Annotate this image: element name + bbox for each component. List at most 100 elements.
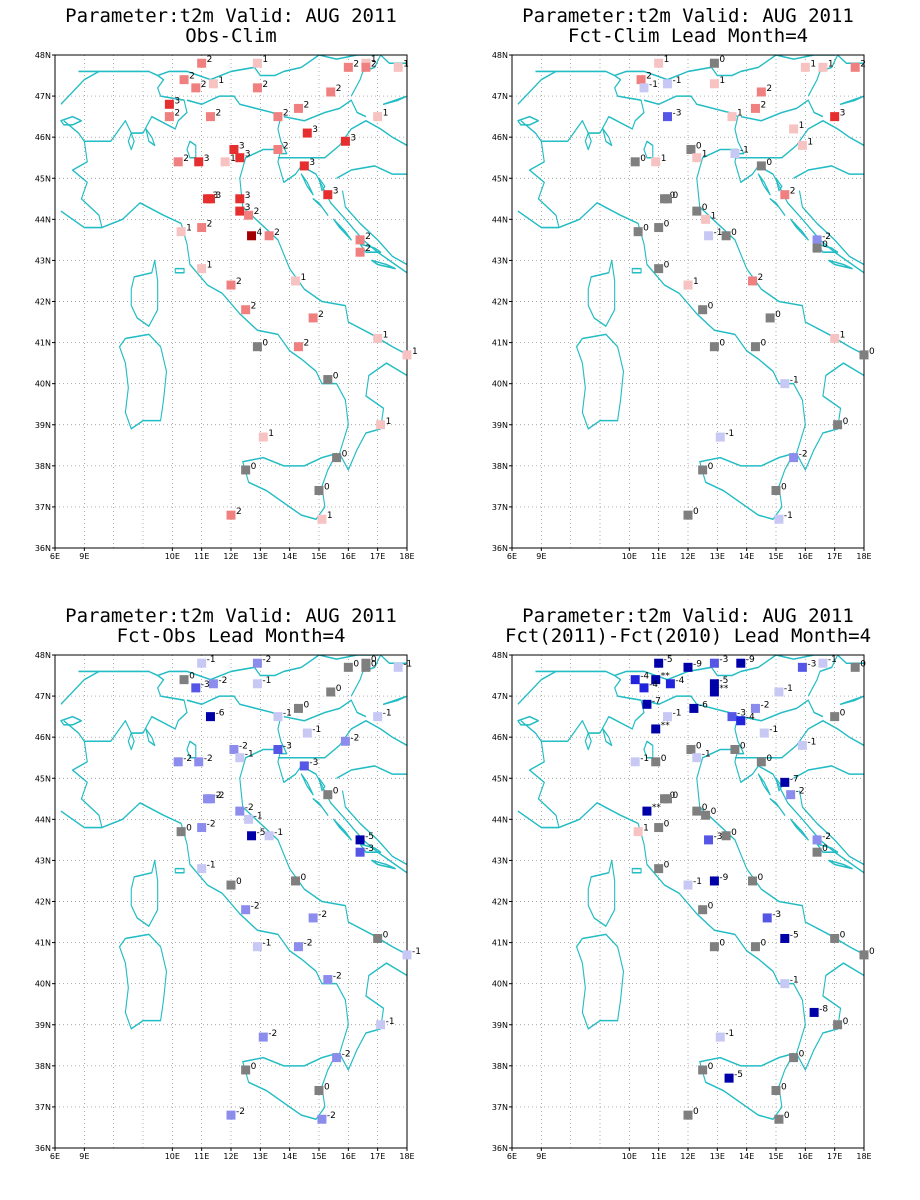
station-marker: 1 — [252, 55, 268, 68]
x-tick-label: 6E — [50, 552, 60, 561]
station-square — [343, 662, 353, 672]
station-marker: 0 — [662, 191, 678, 204]
station-square — [721, 231, 731, 241]
y-tick-label: 46N — [492, 133, 508, 142]
station-value: 2 — [207, 220, 213, 230]
station-value: -7 — [790, 774, 799, 784]
station-marker: 3 — [340, 133, 356, 146]
station-value: 1 — [799, 121, 805, 131]
station-value: 0 — [719, 939, 725, 949]
station-square — [859, 350, 869, 360]
station-value: -7 — [652, 696, 661, 706]
station-marker: 0 — [326, 684, 342, 697]
station-square — [830, 712, 840, 722]
station-value: -1 — [274, 828, 283, 838]
station-value: 0 — [336, 684, 342, 694]
station-square — [293, 703, 303, 713]
station-marker: 0 — [721, 828, 737, 841]
station-value: -1 — [403, 659, 412, 669]
y-tick-label: 47N — [35, 92, 51, 101]
station-marker: 0 — [241, 1062, 257, 1075]
station-marker: -5 — [709, 676, 728, 689]
station-value: 3 — [840, 109, 846, 119]
station-square — [247, 231, 257, 241]
station-square — [780, 979, 790, 989]
x-tick-label: 12E — [680, 552, 695, 561]
station-value: 1 — [810, 59, 816, 69]
station-square — [630, 757, 640, 767]
station-marker: 1 — [402, 347, 418, 360]
station-value: 2 — [760, 100, 766, 110]
y-tick-label: 44N — [35, 215, 51, 224]
station-value: 3 — [245, 191, 251, 201]
gridlines — [55, 55, 407, 548]
station-square — [258, 432, 268, 442]
station-value: 2 — [758, 273, 764, 283]
station-value: 0 — [719, 339, 725, 349]
station-marker: 2 — [191, 80, 207, 93]
station-square — [771, 485, 781, 495]
station-square — [205, 112, 215, 122]
station-value: -6 — [215, 709, 224, 719]
station-square — [197, 864, 207, 874]
station-square — [402, 350, 412, 360]
station-marker: -2 — [789, 450, 808, 463]
station-value: -2 — [215, 791, 224, 801]
station-square — [721, 831, 731, 841]
station-value: 2 — [174, 109, 180, 119]
station-value: 2 — [336, 84, 342, 94]
station-square — [308, 313, 318, 323]
station-marker: 0 — [314, 1082, 330, 1095]
station-marker: -4 — [665, 676, 685, 689]
y-tick-label: 46N — [492, 733, 508, 742]
station-marker: 0 — [833, 1017, 849, 1030]
station-square — [812, 243, 822, 253]
station-square — [326, 87, 336, 97]
station-square — [355, 847, 365, 857]
station-square — [235, 194, 245, 204]
x-tick-label: 14E — [282, 1152, 297, 1161]
station-value: 0 — [670, 791, 676, 801]
station-marker: 0 — [830, 930, 846, 943]
station-value: 0 — [189, 672, 195, 682]
station-value: 3 — [213, 191, 219, 201]
station-marker: 0 — [662, 791, 678, 804]
station-value: 0 — [324, 482, 330, 492]
station-square — [797, 740, 807, 750]
station-value: -8 — [819, 1004, 828, 1014]
station-value: 0 — [784, 1111, 790, 1121]
station-marker: 2 — [173, 154, 189, 167]
station-value: 1 — [840, 330, 846, 340]
station-square — [252, 679, 262, 689]
x-tick-label: 15E — [768, 1152, 783, 1161]
station-square — [323, 790, 333, 800]
station-value: 2 — [236, 277, 242, 287]
station-marker: -2 — [332, 1050, 351, 1063]
station-marker: 0 — [179, 672, 195, 685]
y-tick-label: 42N — [492, 298, 508, 307]
axis-ticks: 6E 9E 10E 11E 12E 13E 14E 15E 16E 17E 18E 36N 37N 38N… — [35, 651, 415, 1161]
y-tick-label: 43N — [492, 856, 508, 865]
station-square — [818, 658, 828, 668]
station-square — [692, 153, 702, 163]
station-square — [355, 235, 365, 245]
station-value: 0 — [664, 220, 670, 230]
station-marker: 2 — [197, 220, 212, 233]
station-square — [789, 1053, 799, 1063]
station-marker: 3 — [235, 150, 251, 163]
station-square — [759, 728, 769, 738]
station-marker: 0 — [748, 873, 764, 886]
y-tick-label: 40N — [492, 380, 508, 389]
station-value: 3 — [204, 154, 210, 164]
station-value: -3 — [309, 758, 318, 768]
station-square — [762, 913, 772, 923]
station-marker: 2 — [226, 277, 242, 290]
station-value: -1 — [262, 939, 271, 949]
station-square — [859, 950, 869, 960]
station-square — [662, 194, 672, 204]
station-value: 0 — [661, 754, 667, 764]
station-marker: -6 — [205, 709, 225, 722]
station-square — [692, 806, 702, 816]
station-value: 0 — [731, 228, 737, 238]
station-value: 0 — [711, 807, 717, 817]
